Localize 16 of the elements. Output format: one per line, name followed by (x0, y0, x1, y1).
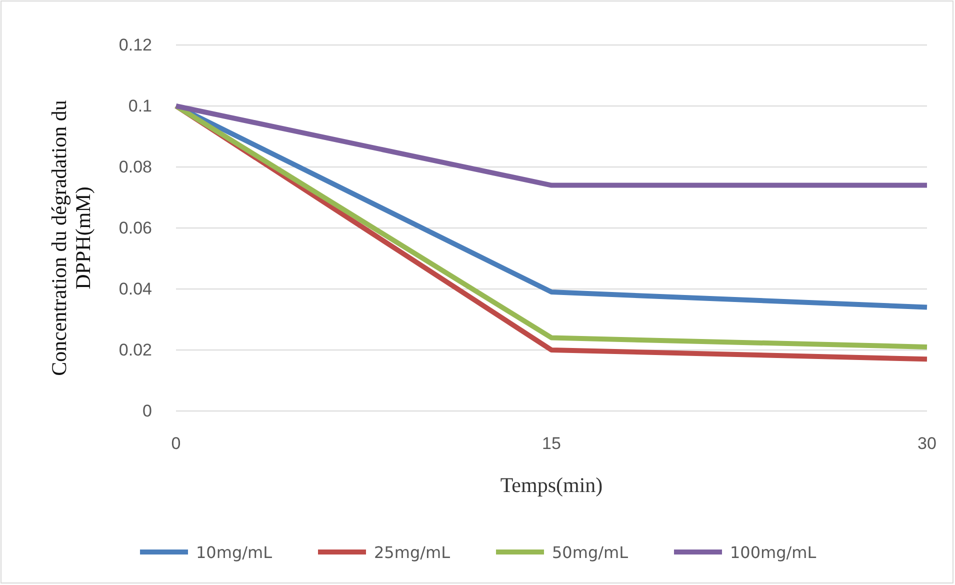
y-tick-label: 0.04 (118, 279, 152, 298)
x-tick-label: 15 (542, 434, 561, 454)
legend-label: 50mg/mL (552, 543, 628, 562)
y-tick-label: 0 (142, 401, 152, 420)
x-tick-label: 0 (171, 434, 181, 454)
legend-label: 10mg/mL (196, 543, 272, 562)
legend-label: 25mg/mL (374, 543, 450, 562)
legend-label: 100mg/mL (730, 543, 816, 562)
y-tick-label: 0.02 (118, 340, 152, 360)
y-tick-label: 0.06 (118, 218, 152, 238)
x-tick-label: 30 (918, 434, 936, 454)
y-axis-title: Concentration du dégradation du DPPH(mM) (47, 100, 95, 376)
y-tick-label: 0.1 (128, 96, 152, 116)
y-tick-label: 0.08 (118, 157, 152, 176)
x-axis-title: Temps(min) (500, 473, 603, 497)
y-tick-label: 0.12 (118, 35, 152, 54)
